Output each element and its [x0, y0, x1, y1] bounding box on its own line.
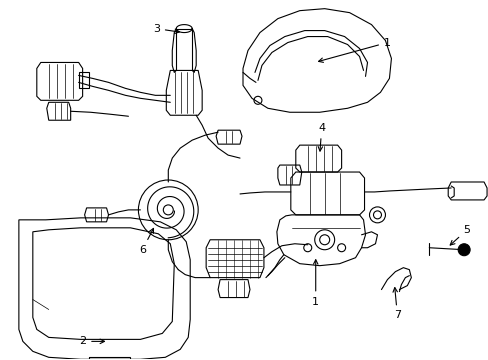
Text: 1: 1	[318, 37, 390, 62]
Text: 1: 1	[311, 260, 319, 306]
Text: 7: 7	[392, 288, 400, 320]
Text: 4: 4	[318, 123, 325, 151]
Circle shape	[457, 244, 469, 256]
Text: 3: 3	[153, 24, 179, 33]
Text: 2: 2	[79, 336, 104, 346]
Text: 6: 6	[139, 228, 153, 255]
Text: 5: 5	[449, 225, 469, 245]
